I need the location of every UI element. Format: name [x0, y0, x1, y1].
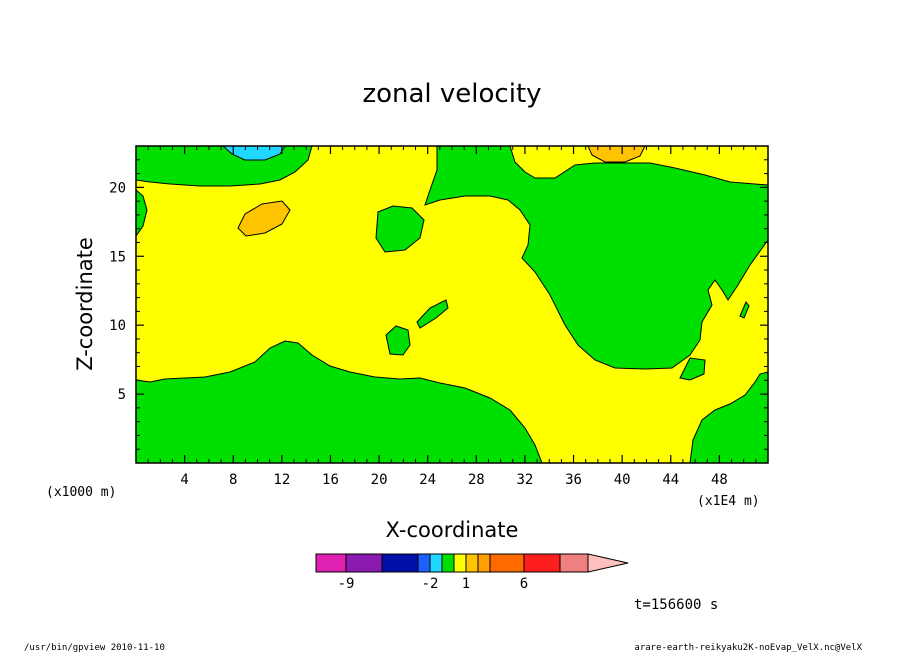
- x-tick-label: 20: [371, 472, 388, 488]
- contour-region-island-5: [739, 301, 750, 319]
- colorbar-label: -2: [422, 576, 439, 592]
- x-tick-label: 32: [516, 472, 533, 488]
- colorbar-segment: [381, 553, 419, 573]
- colorbar-segment: [465, 553, 479, 573]
- colorbar-label: 1: [462, 576, 470, 592]
- x-axis-label: X-coordinate: [386, 518, 519, 542]
- contour-region-island-4: [679, 357, 706, 381]
- colorbar-segment: [429, 553, 443, 573]
- contour-region-bottom-right: [689, 371, 768, 463]
- contour-region-island-2: [385, 325, 411, 356]
- colorbar-labels: -9 -2 1 6: [338, 576, 529, 592]
- colorbar-segment: [477, 553, 491, 573]
- colorbar-segment: [559, 553, 589, 573]
- y-tick-label: 15: [109, 249, 126, 265]
- colorbar-segment: [315, 553, 347, 573]
- colorbar-label: 6: [520, 576, 528, 592]
- colorbar: [315, 553, 629, 573]
- colorbar-segment: [523, 553, 561, 573]
- x-tick-label: 40: [614, 472, 631, 488]
- contour-region-orange-1: [237, 200, 291, 237]
- x-tick-label: 48: [711, 472, 728, 488]
- contour-region-orange-2: [587, 146, 646, 163]
- x-tick-label: 8: [229, 472, 237, 488]
- contour-region-island-1: [375, 205, 425, 253]
- x-tick-label: 24: [419, 472, 436, 488]
- colorbar-segment: [453, 553, 467, 573]
- z-unit-label: (x1000 m): [46, 485, 116, 500]
- x-tick-label: 4: [180, 472, 188, 488]
- x-tick-label: 36: [565, 472, 582, 488]
- colorbar-segment: [345, 553, 383, 573]
- colorbar-label: -9: [338, 576, 355, 592]
- contour-region-bottom-left: [136, 340, 543, 463]
- x-tick-label: 28: [468, 472, 485, 488]
- contour-region-island-3: [416, 299, 449, 329]
- y-axis-label: Z-coordinate: [73, 237, 97, 371]
- time-label: t=156600 s: [634, 597, 718, 613]
- plot-area: [136, 146, 768, 463]
- x-tick-label: 16: [322, 472, 339, 488]
- colorbar-segment: [489, 553, 525, 573]
- y-tick-label: 10: [109, 318, 126, 334]
- footer-left: /usr/bin/gpview 2010-11-10: [24, 643, 165, 653]
- x-tick-label: 44: [662, 472, 679, 488]
- x-tick-label: 12: [273, 472, 290, 488]
- colorbar-segment: [417, 553, 431, 573]
- colorbar-segment: [441, 553, 455, 573]
- chart-title: zonal velocity: [362, 79, 541, 109]
- y-tick-label: 5: [118, 387, 126, 403]
- x-unit-label: (x1E4 m): [697, 494, 760, 509]
- y-axis: 5 10 15 20: [109, 159, 768, 450]
- x-axis: 4 8 12 16 20 24 28 32 36 40 44 48: [147, 146, 757, 488]
- y-tick-label: 20: [109, 180, 126, 196]
- footer-right: arare-earth-reikyaku2K-noEvap_VelX.nc@Ve…: [634, 643, 862, 653]
- colorbar-overflow-arrow: [587, 553, 629, 573]
- contour-region-upper-right: [424, 146, 768, 370]
